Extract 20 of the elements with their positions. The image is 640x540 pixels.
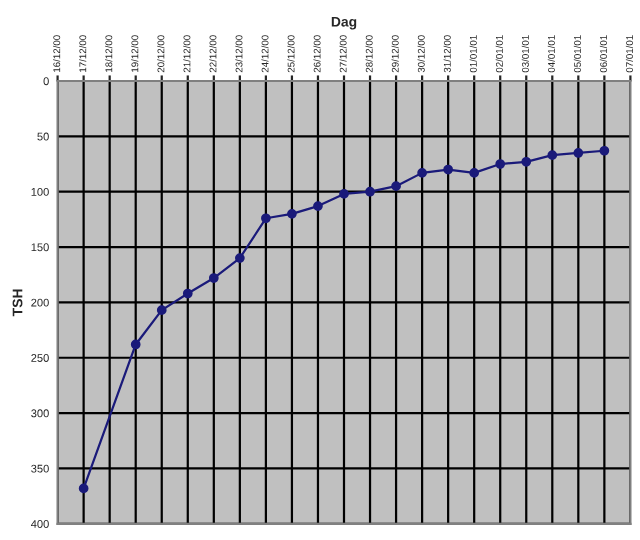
point xyxy=(234,253,245,263)
point xyxy=(547,150,558,161)
point xyxy=(443,164,454,175)
point xyxy=(495,159,506,169)
point xyxy=(469,168,480,178)
point xyxy=(208,273,219,283)
point xyxy=(313,201,323,211)
point xyxy=(391,181,401,192)
point xyxy=(417,168,427,178)
point xyxy=(261,213,271,224)
point xyxy=(287,208,297,219)
point xyxy=(78,483,89,494)
point xyxy=(599,145,610,156)
point xyxy=(156,305,167,316)
point xyxy=(339,189,349,199)
point xyxy=(130,339,141,350)
point xyxy=(182,288,193,299)
point xyxy=(365,186,375,197)
point xyxy=(521,156,532,167)
point xyxy=(573,148,584,158)
